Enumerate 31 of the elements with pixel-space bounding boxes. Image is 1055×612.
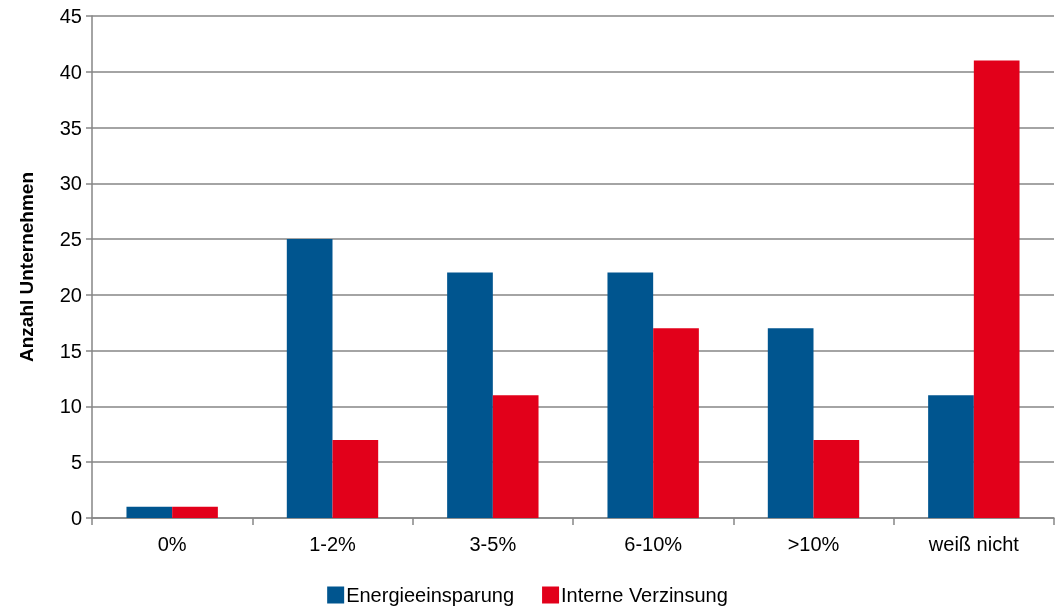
y-tick-label: 10 xyxy=(59,395,82,418)
y-tick-label: 25 xyxy=(59,228,82,251)
bar xyxy=(447,272,493,518)
x-tick-label: 6-10% xyxy=(624,533,683,555)
x-tick-label: 3-5% xyxy=(469,533,517,555)
y-tick-label: 40 xyxy=(59,60,82,83)
y-tick-label: 5 xyxy=(70,451,82,474)
x-tick-label: >10% xyxy=(787,533,840,555)
y-tick-label: 15 xyxy=(59,339,82,362)
y-tick-label: 20 xyxy=(59,283,82,306)
y-tick-label: 30 xyxy=(59,172,82,195)
x-tick-label: 0% xyxy=(157,533,187,555)
bar xyxy=(286,239,333,518)
legend-label: Interne Verzinsung xyxy=(561,584,728,606)
bar xyxy=(973,60,1020,518)
x-tick-label: 1-2% xyxy=(309,533,357,555)
legend-label: Energieeinsparung xyxy=(346,584,515,606)
bar xyxy=(653,328,699,518)
y-tick-label: 45 xyxy=(59,5,82,27)
bar xyxy=(767,328,814,518)
bar xyxy=(492,395,539,518)
y-axis-title: Anzahl Unternehmen xyxy=(16,171,37,363)
bar xyxy=(172,506,218,518)
bar xyxy=(126,506,173,518)
x-tick-label: weiß nicht xyxy=(927,533,1020,555)
bar xyxy=(332,439,379,518)
y-tick-label: 0 xyxy=(70,507,82,529)
bar xyxy=(813,439,860,518)
bar xyxy=(928,395,974,518)
y-tick-label: 35 xyxy=(59,116,82,139)
bar xyxy=(607,272,654,518)
